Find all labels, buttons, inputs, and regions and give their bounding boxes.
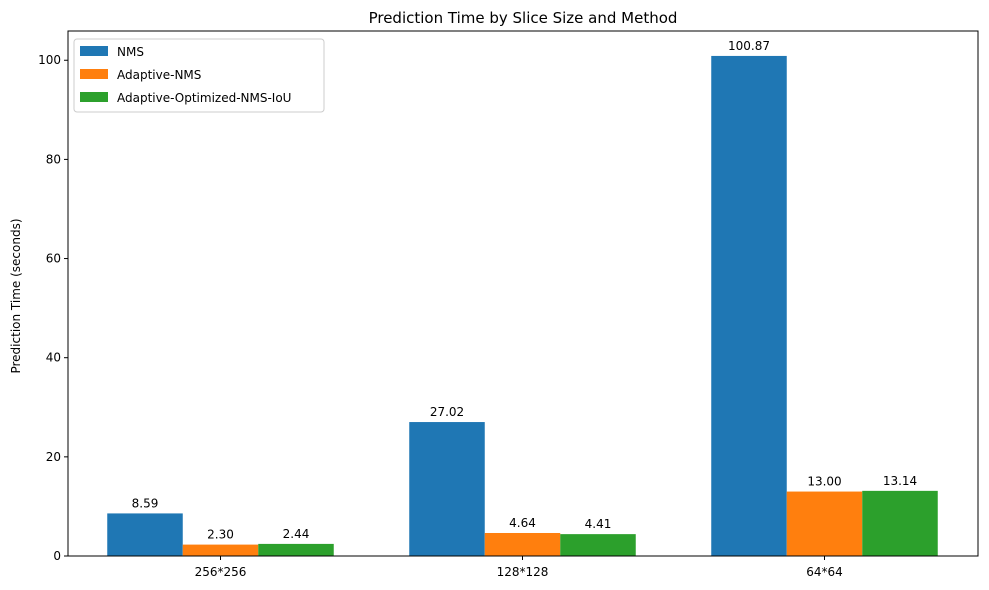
data-label: 13.14 bbox=[883, 474, 917, 488]
data-label: 2.44 bbox=[283, 527, 310, 541]
bar-adaptive-nms-1 bbox=[182, 544, 259, 556]
legend: NMS Adaptive-NMS Adaptive-Optimized-NMS-Io… bbox=[73, 38, 325, 113]
data-label: 2.30 bbox=[207, 528, 234, 542]
bar-adaptive-nms-3 bbox=[786, 491, 863, 556]
y-tick-label: 100 bbox=[38, 53, 61, 67]
x-tick-label: 64*64 bbox=[806, 565, 843, 579]
data-label: 4.41 bbox=[585, 517, 612, 531]
bar-nms-1 bbox=[107, 513, 183, 556]
x-tick-label: 128*128 bbox=[497, 565, 549, 579]
data-label: 4.64 bbox=[509, 516, 536, 530]
chart-title: Prediction Time by Slice Size and Method bbox=[369, 9, 678, 27]
legend-box bbox=[73, 38, 325, 113]
bar-adaptive-optimized-nms-iou-3 bbox=[862, 490, 938, 556]
plot-area: 8.59 27.02 100.87 2.30 4.64 13.00 2.44 4.41 13.1… bbox=[38, 30, 979, 579]
data-label: 8.59 bbox=[132, 496, 159, 510]
y-axis-label: Prediction Time (seconds) bbox=[9, 218, 23, 373]
y-tick-label: 0 bbox=[53, 549, 61, 563]
data-label: 27.02 bbox=[430, 405, 464, 419]
y-tick-label: 40 bbox=[46, 351, 61, 365]
y-tick-label: 20 bbox=[46, 450, 61, 464]
bar-nms-3 bbox=[711, 55, 787, 557]
legend-label: NMS bbox=[117, 45, 144, 59]
bar-nms-2 bbox=[409, 422, 485, 556]
y-tick-label: 60 bbox=[46, 252, 61, 266]
legend-swatch bbox=[80, 46, 108, 56]
bar-adaptive-optimized-nms-iou-1 bbox=[258, 543, 334, 556]
data-label: 13.00 bbox=[807, 475, 841, 489]
legend-swatch bbox=[80, 92, 108, 102]
bar-adaptive-nms-2 bbox=[484, 532, 561, 556]
legend-label: Adaptive-Optimized-NMS-IoU bbox=[117, 91, 291, 105]
legend-label: Adaptive-NMS bbox=[117, 68, 201, 82]
bar-adaptive-optimized-nms-iou-2 bbox=[560, 534, 636, 556]
x-tick-label: 256*256 bbox=[195, 565, 247, 579]
data-label: 100.87 bbox=[728, 39, 770, 53]
legend-swatch bbox=[80, 69, 108, 79]
y-tick-label: 80 bbox=[46, 152, 61, 166]
